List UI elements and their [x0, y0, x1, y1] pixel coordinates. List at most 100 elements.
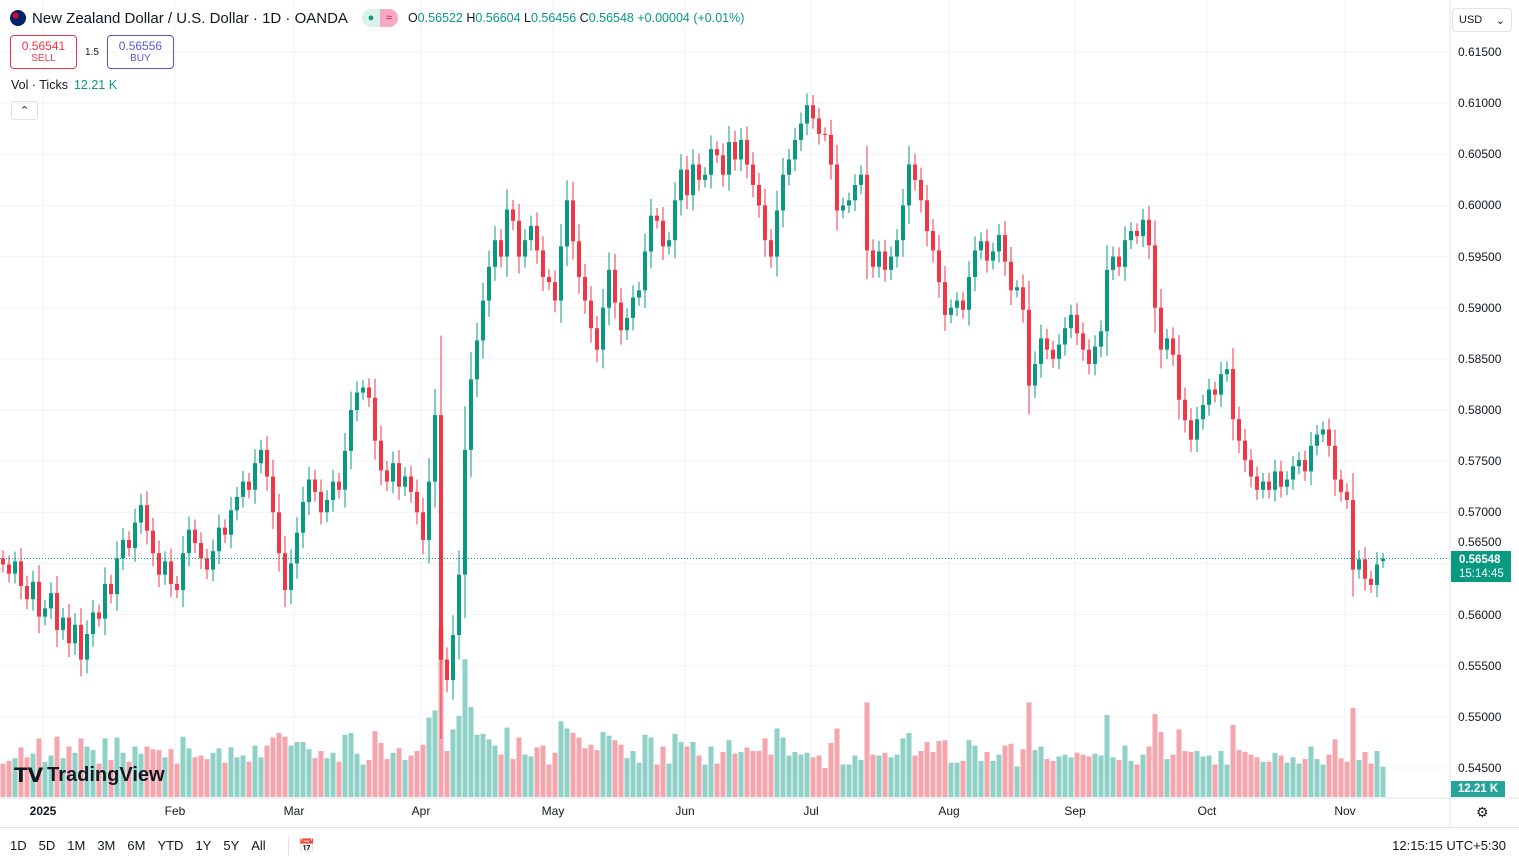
candle-body [805, 105, 809, 124]
volume-bar [876, 755, 882, 797]
volume-bar [156, 750, 162, 797]
candle [1243, 428, 1247, 473]
candle-body [775, 210, 779, 257]
volume-bar [1260, 761, 1266, 797]
candle [1345, 483, 1349, 509]
sell-button[interactable]: 0.56541 SELL [10, 35, 77, 69]
candle [391, 451, 395, 494]
candle [1363, 547, 1367, 591]
range-all[interactable]: All [251, 838, 266, 853]
volume-bar [984, 751, 990, 797]
range-5y[interactable]: 5Y [223, 838, 240, 853]
range-1d[interactable]: 1D [10, 838, 27, 853]
calendar-icon[interactable]: 📅 [298, 837, 315, 853]
volume-last-label: 12.21 K [1451, 781, 1505, 797]
candle [571, 181, 575, 260]
candle [955, 292, 959, 317]
candle [211, 539, 215, 582]
price-tick: 0.59000 [1458, 300, 1502, 315]
candle-body [235, 496, 239, 511]
tradingview-logo[interactable]: 𝗧𝗩 TradingView [14, 764, 165, 787]
volume-bar [1146, 746, 1152, 797]
candle [625, 308, 629, 341]
candle [487, 250, 491, 317]
candle [931, 219, 935, 263]
candle [115, 541, 119, 611]
candle [463, 406, 467, 619]
volume-bar [996, 754, 1002, 797]
volume-bar [222, 762, 228, 797]
volume-bar [846, 764, 852, 797]
price-chart[interactable] [0, 0, 1519, 827]
candle-body [1123, 240, 1127, 267]
volume-bar [660, 746, 666, 797]
candle [1357, 550, 1361, 579]
candle-body [973, 250, 977, 278]
bottom-toolbar: 1D 5D 1M 3M 6M YTD 1Y 5Y All 📅 12:15:15 UTC+5:30 [0, 827, 1519, 863]
market-status[interactable]: ● ≈ [361, 9, 398, 27]
range-ytd[interactable]: YTD [157, 838, 184, 853]
candle-body [895, 240, 899, 257]
candle-body [727, 142, 731, 175]
settings-icon[interactable]: ⚙ [1476, 804, 1489, 820]
volume-bar [396, 748, 402, 797]
clock[interactable]: 12:15:15 UTC+5:30 [1392, 838, 1506, 853]
candle [847, 192, 851, 214]
candle [853, 174, 857, 212]
range-3m[interactable]: 3M [97, 838, 116, 853]
candle-body [1183, 399, 1187, 421]
candle [13, 551, 17, 584]
candle [85, 620, 89, 674]
volume-bar [606, 735, 612, 797]
range-6m[interactable]: 6M [127, 838, 146, 853]
candle [79, 608, 83, 677]
candle-body [1321, 429, 1325, 435]
candle [919, 167, 923, 213]
volume-bar [1158, 732, 1164, 797]
candle-body [781, 174, 785, 211]
candle [97, 604, 101, 627]
volume-legend[interactable]: Vol · Ticks 12.21 K [11, 78, 118, 92]
range-1y[interactable]: 1Y [195, 838, 212, 853]
candle-body [373, 397, 377, 441]
candle-body [1159, 307, 1163, 350]
volume-bar [900, 738, 906, 797]
volume-bar [258, 757, 264, 797]
candle-body [637, 290, 641, 298]
candle [841, 197, 845, 219]
candle-body [1225, 369, 1229, 375]
candle [397, 449, 401, 500]
volume-bar [336, 761, 342, 797]
volume-bar [888, 757, 894, 797]
range-5d[interactable]: 5D [38, 838, 56, 853]
volume-bar [1014, 766, 1020, 797]
candle-body [913, 164, 917, 180]
candle [511, 200, 515, 231]
candle-body [127, 539, 131, 549]
candle-body [871, 250, 875, 267]
symbol-title[interactable]: New Zealand Dollar / U.S. Dollar · 1D · … [32, 9, 348, 27]
tv-logo-icon: 𝗧𝗩 [14, 765, 44, 787]
volume-bar [1104, 715, 1110, 797]
candle [181, 536, 185, 608]
volume-bar [774, 728, 780, 797]
candle [1135, 223, 1139, 244]
volume-bar [1272, 752, 1278, 797]
volume-bar [654, 764, 660, 797]
buy-button[interactable]: 0.56556 BUY [106, 35, 174, 69]
candle [265, 435, 269, 491]
candle [601, 288, 605, 369]
currency-select[interactable]: USD ⌄ [1452, 8, 1512, 32]
collapse-legend-button[interactable]: ⌃ [11, 101, 38, 120]
candle-body [1081, 333, 1085, 350]
candle-body [1219, 374, 1223, 395]
volume-bar [714, 763, 720, 797]
volume-bar [1344, 761, 1350, 797]
candle-body [1021, 287, 1025, 310]
range-1m[interactable]: 1M [67, 838, 86, 853]
candle [1093, 335, 1097, 376]
candle-body [79, 624, 83, 660]
candle-body [949, 307, 953, 315]
candle [1159, 288, 1163, 369]
candle-body [169, 561, 173, 584]
